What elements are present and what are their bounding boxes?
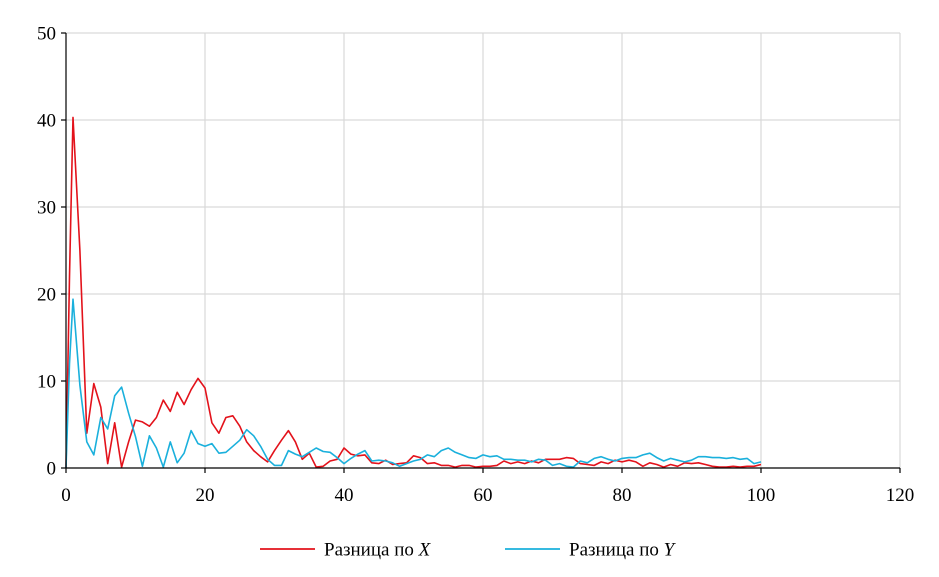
axes bbox=[61, 32, 901, 473]
x-tick-label: 80 bbox=[613, 485, 632, 506]
legend: Разница по X Разница по Y bbox=[260, 540, 677, 561]
x-tick-label: 20 bbox=[196, 485, 215, 506]
x-tick-label: 40 bbox=[335, 485, 354, 506]
x-tick-label: 60 bbox=[474, 485, 493, 506]
series-line-1 bbox=[65, 116, 762, 469]
series-lines bbox=[65, 116, 762, 469]
x-tick-label: 120 bbox=[886, 485, 915, 506]
tick-labels: 0 10 20 30 40 50 0 20 40 60 80 100 120 bbox=[37, 24, 914, 507]
grid-lines bbox=[66, 32, 901, 468]
y-tick-label: 20 bbox=[37, 285, 56, 306]
series-line-2 bbox=[65, 298, 762, 469]
y-tick-label: 50 bbox=[37, 24, 56, 45]
x-tick-label: 0 bbox=[61, 485, 71, 506]
legend-label-1: Разница по X bbox=[324, 540, 432, 561]
x-tick-label: 100 bbox=[747, 485, 776, 506]
legend-label-2: Разница по Y bbox=[569, 540, 677, 561]
y-tick-label: 30 bbox=[37, 198, 56, 219]
y-tick-label: 40 bbox=[37, 111, 56, 132]
y-tick-label: 0 bbox=[47, 459, 57, 480]
y-tick-label: 10 bbox=[37, 372, 56, 393]
